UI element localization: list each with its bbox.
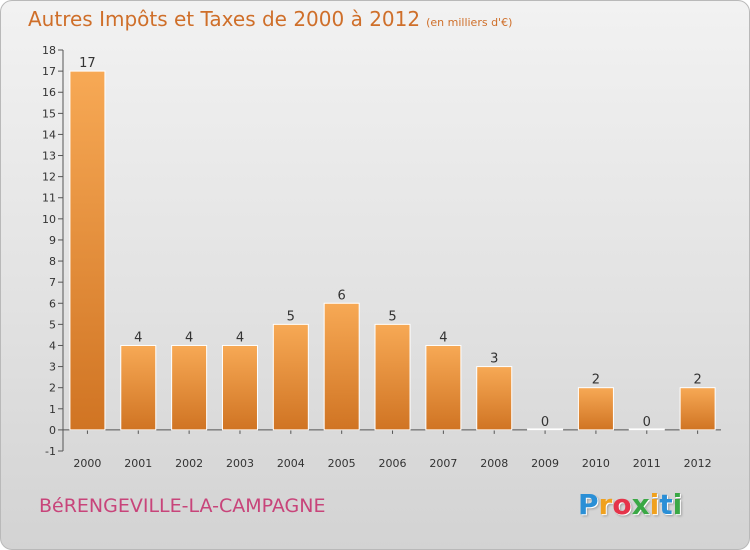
bar (69, 70, 106, 431)
logo-letter: P (578, 488, 599, 521)
data-label: 5 (287, 309, 295, 324)
logo-letter: i (672, 488, 683, 521)
data-label: 3 (490, 352, 498, 367)
y-tick-label: 6 (49, 297, 56, 310)
data-label: 2 (592, 373, 600, 388)
y-tick-label: 2 (49, 382, 56, 395)
y-tick-label: 1 (49, 403, 56, 416)
chart-title: Autres Impôts et Taxes de 2000 à 2012 (en… (28, 7, 512, 31)
data-label: 0 (541, 415, 549, 430)
data-label: 4 (439, 330, 447, 345)
y-tick-label: 9 (49, 234, 56, 247)
data-label: 17 (79, 56, 96, 71)
data-label: 4 (185, 330, 193, 345)
city-name: BéRENGEVILLE-LA-CAMPAGNE (39, 495, 326, 517)
y-tick-label: 17 (42, 65, 56, 78)
y-tick-label: 11 (42, 192, 56, 205)
chart-title-unit: (en milliers d'€) (426, 16, 513, 29)
logo-letter: o (612, 488, 632, 521)
data-label: 4 (134, 330, 142, 345)
y-tick-label: 10 (42, 213, 56, 226)
bar (527, 428, 564, 431)
data-label: 2 (693, 373, 701, 388)
data-label: 4 (236, 330, 244, 345)
y-tick-label: 4 (49, 339, 56, 352)
chart-title-text: Autres Impôts et Taxes de 2000 à 2012 (28, 7, 421, 31)
logo-letter: r (598, 488, 613, 521)
bar (476, 366, 513, 431)
bar (425, 344, 462, 431)
bar (120, 344, 157, 431)
bar (221, 344, 258, 431)
chart-bars (69, 70, 716, 431)
bar (374, 323, 411, 431)
x-tick-label: 2000 (73, 457, 101, 470)
x-tick-label: 2003 (226, 457, 254, 470)
y-tick-label: 3 (49, 361, 56, 374)
y-tick-label: 5 (49, 318, 56, 331)
x-tick-label: 2011 (633, 457, 661, 470)
bar (323, 302, 360, 431)
proxiti-logo[interactable]: Proxiti (578, 488, 682, 521)
bar (171, 344, 208, 431)
x-tick-label: 2004 (277, 457, 305, 470)
y-tick-label: 8 (49, 255, 56, 268)
x-tick-label: 2010 (582, 457, 610, 470)
y-tick-label: -1 (45, 445, 56, 458)
x-tick-label: 2007 (429, 457, 457, 470)
data-label: 0 (643, 415, 651, 430)
chart-labels: 2000172001420024200342004520056200652007… (73, 56, 711, 470)
x-tick-label: 2012 (684, 457, 712, 470)
x-tick-label: 2002 (175, 457, 203, 470)
x-tick-label: 2005 (328, 457, 356, 470)
bar (679, 387, 716, 431)
logo-letter: x (631, 488, 650, 521)
y-tick-label: 15 (42, 107, 56, 120)
y-tick-label: 18 (42, 44, 56, 57)
logo-letter: i (649, 488, 660, 521)
y-tick-label: 16 (42, 86, 56, 99)
y-tick-label: 14 (42, 128, 56, 141)
y-tick-label: 12 (42, 171, 56, 184)
y-tick-label: 7 (49, 276, 56, 289)
bar (577, 387, 614, 431)
x-tick-label: 2006 (379, 457, 407, 470)
bar (272, 323, 309, 431)
y-tick-label: 0 (49, 424, 56, 437)
x-tick-label: 2008 (480, 457, 508, 470)
x-tick-label: 2009 (531, 457, 559, 470)
y-tick-label: 13 (42, 150, 56, 163)
data-label: 6 (338, 288, 346, 303)
logo-letter: t (659, 488, 673, 521)
x-tick-label: 2001 (124, 457, 152, 470)
data-label: 5 (388, 309, 396, 324)
bar (628, 428, 665, 431)
